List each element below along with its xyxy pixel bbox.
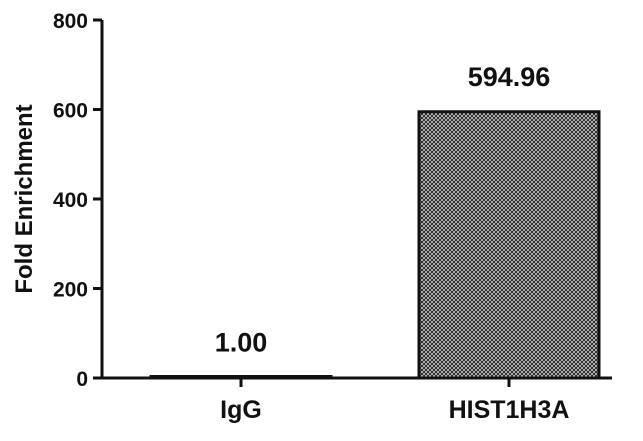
y-tick-label: 600 (53, 100, 88, 123)
x-tick-label: HIST1H3A (449, 396, 570, 424)
y-tick-label: 800 (53, 10, 88, 33)
data-label: 594.96 (468, 62, 551, 92)
bar (149, 375, 333, 380)
x-tick-label: IgG (220, 396, 262, 424)
y-tick-label: 400 (53, 189, 88, 212)
bar (417, 110, 601, 380)
labels: IgG 1.00 HIST1H3A 594.96 (215, 62, 570, 424)
bars (149, 110, 601, 380)
data-label: 1.00 (215, 328, 268, 358)
y-tick-label: 0 (76, 368, 88, 391)
y-axis-title: Fold Enrichment (11, 104, 38, 293)
y-tick-label: 200 (53, 279, 88, 302)
